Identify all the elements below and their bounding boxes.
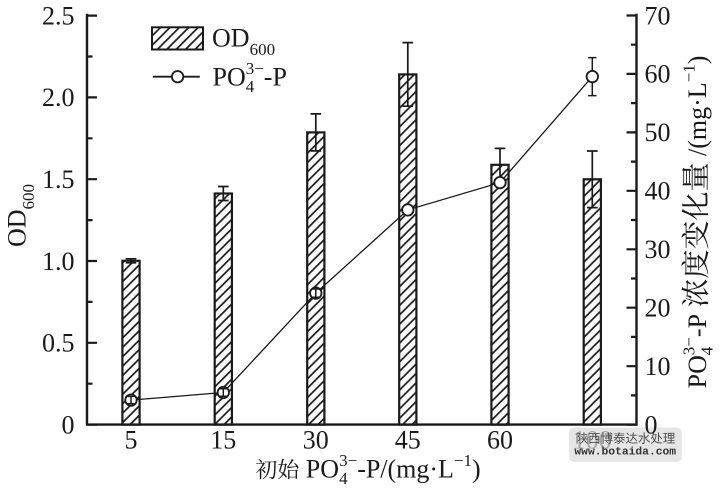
svg-text:600: 600 (250, 40, 276, 59)
svg-text:10: 10 (645, 352, 671, 381)
svg-text:PO: PO (306, 455, 339, 484)
svg-text:−1: −1 (454, 451, 472, 470)
svg-text:www.botaida.com: www.botaida.com (574, 447, 676, 459)
svg-text:): ) (683, 56, 712, 65)
svg-text:): ) (472, 455, 481, 484)
svg-text:PO: PO (683, 355, 712, 388)
svg-text:-P: -P (264, 62, 287, 91)
svg-text:45: 45 (395, 426, 421, 455)
svg-text:1.0: 1.0 (42, 247, 75, 276)
svg-text:2.5: 2.5 (42, 1, 75, 30)
svg-text:PO: PO (213, 62, 246, 91)
svg-text:20: 20 (645, 294, 671, 323)
svg-text:15: 15 (210, 426, 236, 455)
svg-text:1.5: 1.5 (42, 165, 75, 194)
svg-text:4: 4 (339, 469, 348, 488)
svg-text:OD: OD (212, 23, 250, 52)
svg-text:/(mg·L: /(mg·L (380, 455, 454, 484)
svg-text:4: 4 (246, 77, 255, 96)
svg-text:0: 0 (62, 410, 75, 439)
svg-text:OD: OD (2, 209, 31, 247)
svg-text:/(mg·L: /(mg·L (683, 82, 712, 162)
svg-text:60: 60 (487, 426, 513, 455)
svg-text:2.0: 2.0 (42, 83, 75, 112)
svg-text:600: 600 (19, 184, 38, 210)
svg-text:−1: −1 (680, 64, 699, 82)
svg-text:3−: 3− (680, 337, 699, 355)
svg-text:4: 4 (698, 346, 717, 355)
svg-text:50: 50 (645, 118, 671, 147)
svg-text:3−: 3− (339, 451, 357, 470)
svg-text:-P: -P (683, 314, 712, 337)
svg-text:60: 60 (645, 60, 671, 89)
svg-text:-P: -P (357, 455, 380, 484)
svg-text:40: 40 (645, 177, 671, 206)
svg-text:70: 70 (645, 1, 671, 30)
svg-text:3−: 3− (246, 59, 264, 78)
svg-text:30: 30 (645, 235, 671, 264)
svg-text:30: 30 (303, 426, 329, 455)
svg-text:0.5: 0.5 (42, 329, 75, 358)
svg-text:5: 5 (125, 426, 138, 455)
svg-text:0: 0 (645, 410, 658, 439)
